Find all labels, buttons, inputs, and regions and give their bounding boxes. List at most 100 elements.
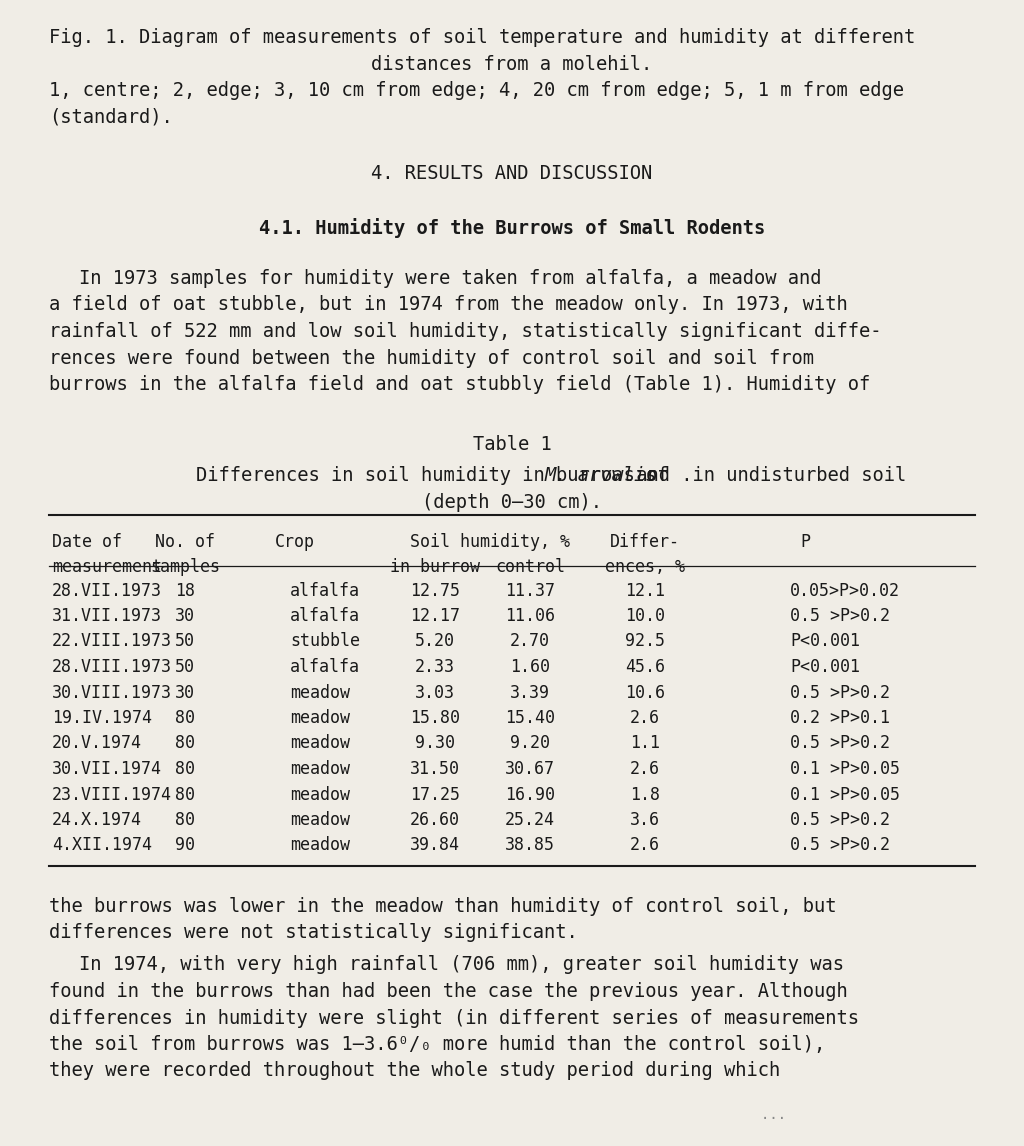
Text: ences, %: ences, % xyxy=(605,557,685,575)
Text: 11.06: 11.06 xyxy=(505,607,555,625)
Text: rainfall of 522 mm and low soil humidity, statistically significant diffe-: rainfall of 522 mm and low soil humidity… xyxy=(49,322,882,342)
Text: 19.IV.1974: 19.IV.1974 xyxy=(52,709,152,727)
Text: 31.VII.1973: 31.VII.1973 xyxy=(52,607,162,625)
Text: rences were found between the humidity of control soil and soil from: rences were found between the humidity o… xyxy=(49,348,814,368)
Text: 2.70: 2.70 xyxy=(510,633,550,651)
Text: 3.6: 3.6 xyxy=(630,811,660,829)
Text: 92.5: 92.5 xyxy=(625,633,665,651)
Text: In 1973 samples for humidity were taken from alfalfa, a meadow and: In 1973 samples for humidity were taken … xyxy=(79,269,821,288)
Text: 17.25: 17.25 xyxy=(410,785,460,803)
Text: meadow: meadow xyxy=(290,683,350,701)
Text: M. arvalis: M. arvalis xyxy=(545,466,657,485)
Text: 10.0: 10.0 xyxy=(625,607,665,625)
Text: 11.37: 11.37 xyxy=(505,581,555,599)
Text: stubble: stubble xyxy=(290,633,360,651)
Text: they were recorded throughout the whole study period during which: they were recorded throughout the whole … xyxy=(49,1061,780,1081)
Text: measurement: measurement xyxy=(52,557,162,575)
Text: 31.50: 31.50 xyxy=(410,760,460,778)
Text: 0.5 >P>0.2: 0.5 >P>0.2 xyxy=(790,735,890,753)
Text: (depth 0—30 cm).: (depth 0—30 cm). xyxy=(422,493,602,511)
Text: 1.60: 1.60 xyxy=(510,658,550,676)
Text: 1.1: 1.1 xyxy=(630,735,660,753)
Text: 30.VIII.1973: 30.VIII.1973 xyxy=(52,683,172,701)
Text: alfalfa: alfalfa xyxy=(290,607,360,625)
Text: and .in undisturbed soil: and .in undisturbed soil xyxy=(626,466,906,485)
Text: 9.20: 9.20 xyxy=(510,735,550,753)
Text: 50: 50 xyxy=(175,658,195,676)
Text: 0.1 >P>0.05: 0.1 >P>0.05 xyxy=(790,785,900,803)
Text: 90: 90 xyxy=(175,837,195,855)
Text: 15.40: 15.40 xyxy=(505,709,555,727)
Text: 18: 18 xyxy=(175,581,195,599)
Text: Differences in soil humidity in burrows of: Differences in soil humidity in burrows … xyxy=(197,466,680,485)
Text: differences were not statistically significant.: differences were not statistically signi… xyxy=(49,923,578,942)
Text: samples: samples xyxy=(150,557,220,575)
Text: 80: 80 xyxy=(175,735,195,753)
Text: 24.X.1974: 24.X.1974 xyxy=(52,811,142,829)
Text: 4. RESULTS AND DISCUSSION: 4. RESULTS AND DISCUSSION xyxy=(372,164,652,183)
Text: found in the burrows than had been the case the previous year. Although: found in the burrows than had been the c… xyxy=(49,982,848,1000)
Text: Date of: Date of xyxy=(52,533,122,551)
Text: 4.XII.1974: 4.XII.1974 xyxy=(52,837,152,855)
Text: 39.84: 39.84 xyxy=(410,837,460,855)
Text: 80: 80 xyxy=(175,760,195,778)
Text: meadow: meadow xyxy=(290,735,350,753)
Text: 38.85: 38.85 xyxy=(505,837,555,855)
Text: meadow: meadow xyxy=(290,837,350,855)
Text: 50: 50 xyxy=(175,633,195,651)
Text: 30.67: 30.67 xyxy=(505,760,555,778)
Text: burrows in the alfalfa field and oat stubbly field (Table 1). Humidity of: burrows in the alfalfa field and oat stu… xyxy=(49,375,870,394)
Text: in burrow: in burrow xyxy=(390,557,480,575)
Text: 15.80: 15.80 xyxy=(410,709,460,727)
Text: 30.VII.1974: 30.VII.1974 xyxy=(52,760,162,778)
Text: 1, centre; 2, edge; 3, 10 cm from edge; 4, 20 cm from edge; 5, 1 m from edge: 1, centre; 2, edge; 3, 10 cm from edge; … xyxy=(49,81,904,100)
Text: 0.05>P>0.02: 0.05>P>0.02 xyxy=(790,581,900,599)
Text: 1.8: 1.8 xyxy=(630,785,660,803)
Text: In 1974, with very high rainfall (706 mm), greater soil humidity was: In 1974, with very high rainfall (706 mm… xyxy=(79,956,844,974)
Text: 12.1: 12.1 xyxy=(625,581,665,599)
Text: 80: 80 xyxy=(175,785,195,803)
Text: distances from a molehil.: distances from a molehil. xyxy=(372,55,652,73)
Text: meadow: meadow xyxy=(290,709,350,727)
Text: differences in humidity were slight (in different series of measurements: differences in humidity were slight (in … xyxy=(49,1008,859,1028)
Text: 5.20: 5.20 xyxy=(415,633,455,651)
Text: Soil humidity, %: Soil humidity, % xyxy=(410,533,570,551)
Text: 28.VIII.1973: 28.VIII.1973 xyxy=(52,658,172,676)
Text: 28.VII.1973: 28.VII.1973 xyxy=(52,581,162,599)
Text: control: control xyxy=(495,557,565,575)
Text: P: P xyxy=(800,533,810,551)
Text: ...: ... xyxy=(762,1108,820,1122)
Text: No. of: No. of xyxy=(155,533,215,551)
Text: 0.5 >P>0.2: 0.5 >P>0.2 xyxy=(790,811,890,829)
Text: 2.6: 2.6 xyxy=(630,760,660,778)
Text: 45.6: 45.6 xyxy=(625,658,665,676)
Text: 2.33: 2.33 xyxy=(415,658,455,676)
Text: alfalfa: alfalfa xyxy=(290,658,360,676)
Text: 30: 30 xyxy=(175,607,195,625)
Text: Fig. 1. Diagram of measurements of soil temperature and humidity at different: Fig. 1. Diagram of measurements of soil … xyxy=(49,28,915,47)
Text: 2.6: 2.6 xyxy=(630,837,660,855)
Text: 3.39: 3.39 xyxy=(510,683,550,701)
Text: 0.5 >P>0.2: 0.5 >P>0.2 xyxy=(790,683,890,701)
Text: 12.17: 12.17 xyxy=(410,607,460,625)
Text: alfalfa: alfalfa xyxy=(290,581,360,599)
Text: the burrows was lower in the meadow than humidity of control soil, but: the burrows was lower in the meadow than… xyxy=(49,896,837,916)
Text: 3.03: 3.03 xyxy=(415,683,455,701)
Text: 10.6: 10.6 xyxy=(625,683,665,701)
Text: 0.1 >P>0.05: 0.1 >P>0.05 xyxy=(790,760,900,778)
Text: P<0.001: P<0.001 xyxy=(790,658,860,676)
Text: 16.90: 16.90 xyxy=(505,785,555,803)
Text: Table 1: Table 1 xyxy=(473,435,551,455)
Text: a field of oat stubble, but in 1974 from the meadow only. In 1973, with: a field of oat stubble, but in 1974 from… xyxy=(49,296,848,314)
Text: 23.VIII.1974: 23.VIII.1974 xyxy=(52,785,172,803)
Text: 30: 30 xyxy=(175,683,195,701)
Text: Differ-: Differ- xyxy=(610,533,680,551)
Text: 0.2 >P>0.1: 0.2 >P>0.1 xyxy=(790,709,890,727)
Text: 80: 80 xyxy=(175,709,195,727)
Text: 12.75: 12.75 xyxy=(410,581,460,599)
Text: 22.VIII.1973: 22.VIII.1973 xyxy=(52,633,172,651)
Text: 25.24: 25.24 xyxy=(505,811,555,829)
Text: Crop: Crop xyxy=(275,533,315,551)
Text: 26.60: 26.60 xyxy=(410,811,460,829)
Text: 9.30: 9.30 xyxy=(415,735,455,753)
